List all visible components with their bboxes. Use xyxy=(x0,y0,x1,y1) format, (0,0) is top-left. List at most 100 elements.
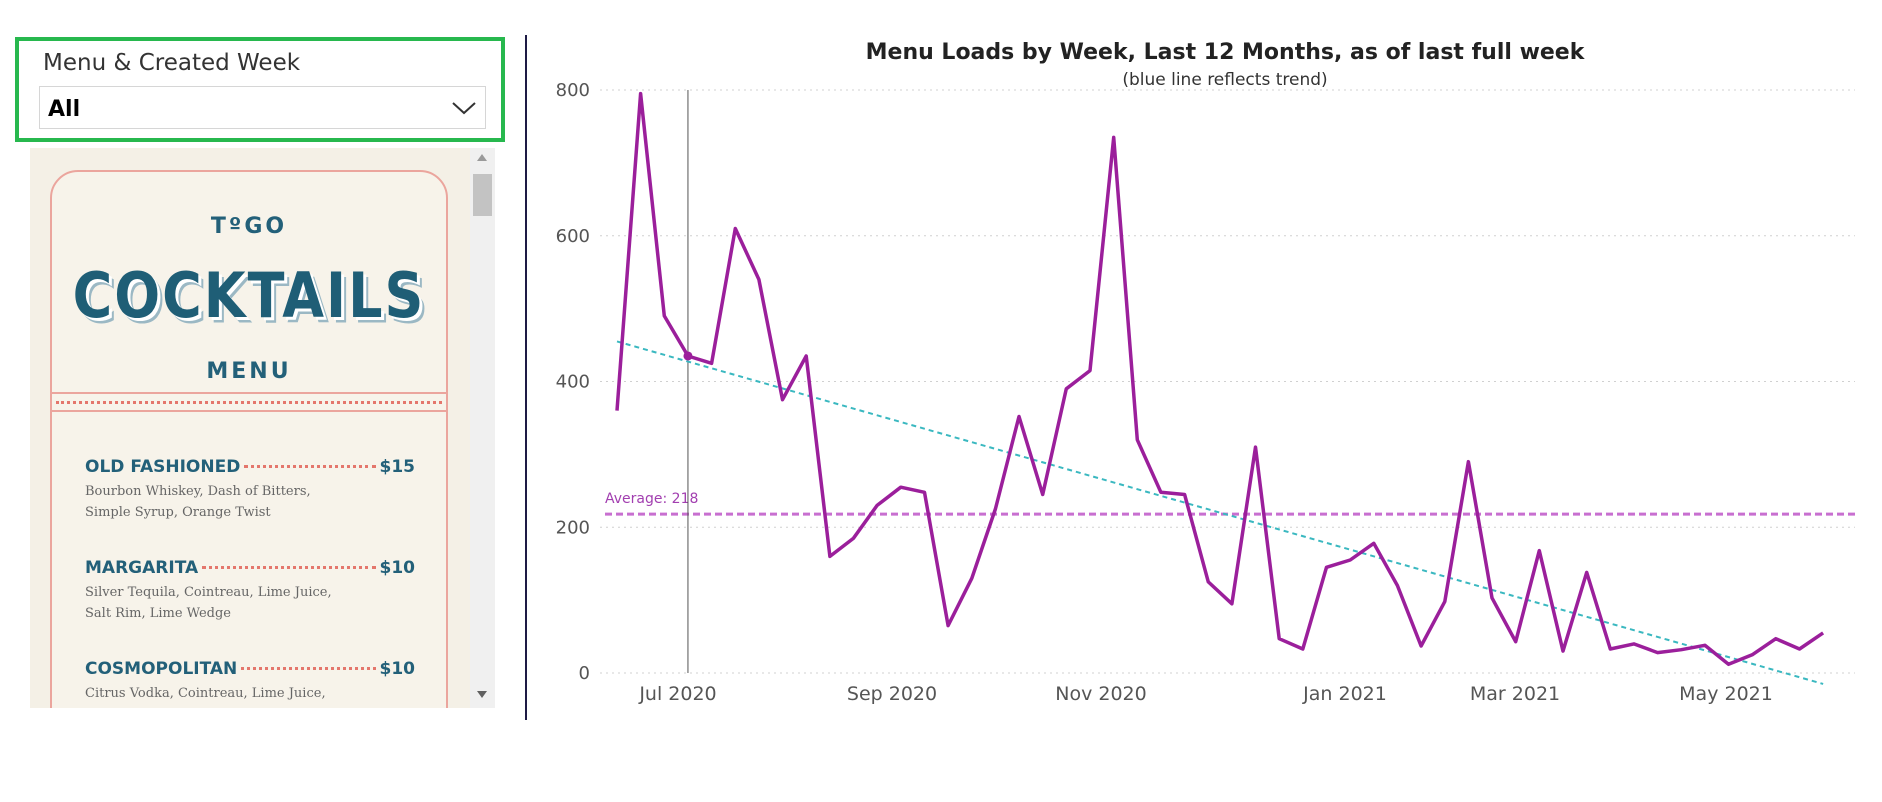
menu-week-slicer: Menu & Created Week All xyxy=(15,37,505,142)
data-point[interactable] xyxy=(1702,642,1708,648)
y-tick-label: 800 xyxy=(556,80,590,101)
data-point[interactable] xyxy=(1631,641,1637,647)
data-point[interactable] xyxy=(1063,386,1069,392)
data-point[interactable] xyxy=(1678,647,1684,653)
menu-item: COSMOPOLITAN $10 Citrus Vodka, Cointreau… xyxy=(85,659,415,708)
menu-image-panel: TºGO COCKTAILS MENU OLD FASHIONED $15 Bo… xyxy=(30,148,495,708)
series-line xyxy=(615,91,1825,667)
data-point[interactable] xyxy=(1773,636,1779,642)
data-point[interactable] xyxy=(921,489,927,495)
average-label: Average: 218 xyxy=(605,491,698,507)
data-point[interactable] xyxy=(732,225,738,231)
chart-title: Menu Loads by Week, Last 12 Months, as o… xyxy=(865,40,1585,65)
data-point[interactable] xyxy=(756,276,762,282)
data-point[interactable] xyxy=(898,484,904,490)
data-point[interactable] xyxy=(1797,646,1803,652)
x-tick-label: May 2021 xyxy=(1679,683,1773,705)
x-tick-label: Nov 2020 xyxy=(1055,683,1146,705)
data-point[interactable] xyxy=(709,360,715,366)
y-tick-label: 0 xyxy=(579,663,590,684)
data-point[interactable] xyxy=(1276,636,1282,642)
data-point[interactable] xyxy=(827,553,833,559)
data-point[interactable] xyxy=(1489,595,1495,601)
panel-divider xyxy=(525,35,527,720)
menu-item-price: $15 xyxy=(379,457,416,477)
data-point[interactable] xyxy=(1016,413,1022,419)
data-point[interactable] xyxy=(1205,579,1211,585)
data-point[interactable] xyxy=(803,353,809,359)
y-tick-label: 200 xyxy=(556,517,590,538)
data-point[interactable] xyxy=(780,397,786,403)
menu-scrollbar[interactable] xyxy=(470,148,495,708)
menu-item: OLD FASHIONED $15 Bourbon Whiskey, Dash … xyxy=(85,457,415,523)
data-point[interactable] xyxy=(638,91,644,97)
data-point[interactable] xyxy=(1347,557,1353,563)
data-point[interactable] xyxy=(851,535,857,541)
menu-card-divider xyxy=(52,410,446,412)
data-point[interactable] xyxy=(1182,491,1188,497)
trend-line xyxy=(616,340,1824,685)
data-point[interactable] xyxy=(992,506,998,512)
menu-item-description: Citrus Vodka, Cointreau, Lime Juice, Cra… xyxy=(85,686,326,708)
x-tick-label: Jan 2021 xyxy=(1302,683,1387,705)
menu-item-description: Silver Tequila, Cointreau, Lime Juice, S… xyxy=(85,585,332,621)
menu-card: TºGO COCKTAILS MENU OLD FASHIONED $15 Bo… xyxy=(50,170,448,708)
data-point[interactable] xyxy=(1820,630,1826,636)
data-point[interactable] xyxy=(1394,583,1400,589)
slicer-selected-value: All xyxy=(48,97,81,122)
slicer-title: Menu & Created Week xyxy=(43,50,301,76)
data-point[interactable] xyxy=(1111,134,1117,140)
data-point[interactable] xyxy=(1324,564,1330,570)
data-point[interactable] xyxy=(1465,459,1471,465)
x-tick-label: Jul 2020 xyxy=(638,683,716,705)
scroll-up-arrow-icon[interactable] xyxy=(477,154,487,161)
menu-item-dots xyxy=(244,465,376,468)
menu-card-title: COCKTAILS xyxy=(72,259,426,332)
data-point[interactable] xyxy=(1158,489,1164,495)
data-point[interactable] xyxy=(1655,650,1661,656)
menu-card-divider xyxy=(52,392,446,394)
data-point[interactable] xyxy=(614,408,620,414)
data-point[interactable] xyxy=(969,575,975,581)
data-point[interactable] xyxy=(1229,601,1235,607)
data-point[interactable] xyxy=(1253,444,1259,450)
data-point[interactable] xyxy=(945,623,951,629)
scroll-down-arrow-icon[interactable] xyxy=(477,691,487,698)
data-point[interactable] xyxy=(1513,639,1519,645)
data-point[interactable] xyxy=(1726,661,1732,667)
menu-card-subtitle: MENU xyxy=(206,359,292,384)
y-tick-label: 600 xyxy=(556,226,590,247)
data-point[interactable] xyxy=(1560,648,1566,654)
data-point[interactable] xyxy=(874,502,880,508)
menu-item-name: COSMOPOLITAN xyxy=(85,659,238,679)
menu-item-description: Bourbon Whiskey, Dash of Bitters, Simple… xyxy=(85,484,311,520)
menu-item-dots xyxy=(202,566,376,569)
data-point[interactable] xyxy=(1584,569,1590,575)
data-point[interactable] xyxy=(1536,548,1542,554)
data-point[interactable] xyxy=(1607,646,1613,652)
data-point[interactable] xyxy=(1749,652,1755,658)
menu-item-price: $10 xyxy=(379,558,416,578)
slicer-dropdown[interactable]: All xyxy=(39,86,486,129)
scroll-thumb[interactable] xyxy=(473,174,492,216)
data-point[interactable] xyxy=(1371,540,1377,546)
data-point[interactable] xyxy=(1300,646,1306,652)
menu-card-togo: TºGO xyxy=(210,214,288,239)
menu-item: MARGARITA $10 Silver Tequila, Cointreau,… xyxy=(85,558,415,624)
menu-item-dots xyxy=(241,667,376,670)
data-point[interactable] xyxy=(1040,491,1046,497)
menu-item-name: OLD FASHIONED xyxy=(85,457,241,477)
x-tick-label: Mar 2021 xyxy=(1470,683,1560,705)
chevron-down-icon xyxy=(452,102,476,115)
menu-card-dotted-divider xyxy=(56,401,442,404)
data-point[interactable] xyxy=(1134,437,1140,443)
data-point[interactable] xyxy=(683,351,693,361)
y-tick-label: 400 xyxy=(556,372,590,393)
data-point[interactable] xyxy=(661,313,667,319)
data-point[interactable] xyxy=(1087,368,1093,374)
chart-subtitle: (blue line reflects trend) xyxy=(1122,70,1328,90)
menu-item-name: MARGARITA xyxy=(85,558,199,578)
data-point[interactable] xyxy=(1418,643,1424,649)
data-point[interactable] xyxy=(1442,599,1448,605)
